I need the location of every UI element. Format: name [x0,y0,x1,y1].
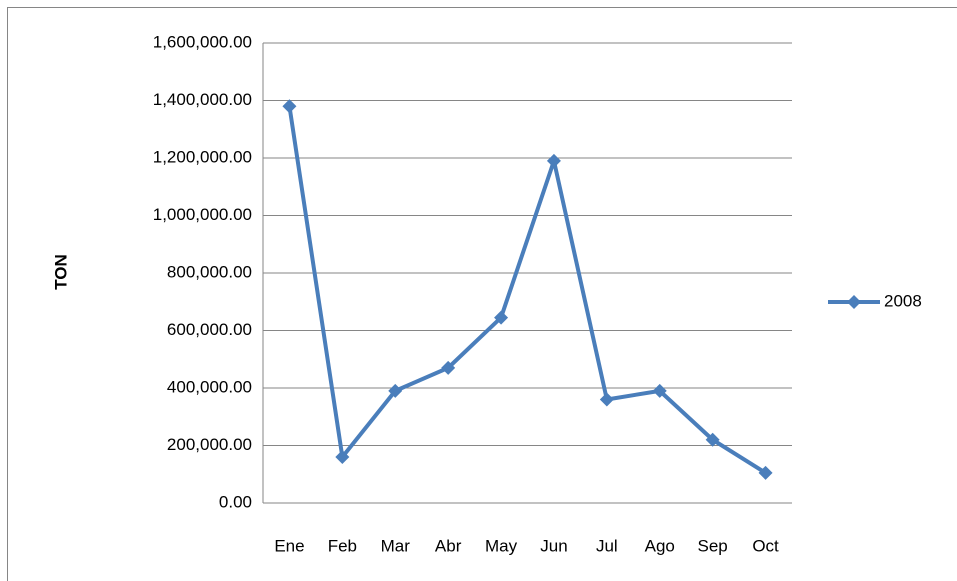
y-tick-label: 1,000,000.00 [153,205,252,224]
x-tick-label: Sep [698,536,728,555]
marker [705,432,720,447]
y-tick-label: 0.00 [219,492,252,511]
chart-border [7,7,957,581]
legend-marker [847,295,861,309]
y-tick-label: 1,600,000.00 [153,32,252,51]
marker [599,392,614,407]
y-tick-label: 600,000.00 [167,320,252,339]
line [287,105,767,475]
marker [652,383,667,398]
marker [282,99,297,114]
y-tick-label: 1,400,000.00 [153,90,252,109]
y-tick-label: 200,000.00 [167,435,252,454]
x-tick-label: May [485,536,518,555]
marker [546,153,561,168]
y-tick-label: 400,000.00 [167,377,252,396]
y-tick-label: 1,200,000.00 [153,147,252,166]
x-tick-label: Abr [435,536,462,555]
x-tick-label: Oct [752,536,779,555]
x-tick-label: Jul [596,536,618,555]
marker [388,383,403,398]
x-tick-label: Mar [381,536,411,555]
x-tick-label: Ene [274,536,304,555]
y-tick-label: 800,000.00 [167,262,252,281]
legend-label: 2008 [884,291,922,310]
marker [441,360,456,375]
x-tick-label: Feb [328,536,357,555]
x-tick-label: Ago [645,536,675,555]
marker [335,450,350,464]
marker [758,465,773,480]
y-axis-title: TON [51,254,70,290]
marker [494,310,509,325]
x-tick-label: Jun [540,536,567,555]
